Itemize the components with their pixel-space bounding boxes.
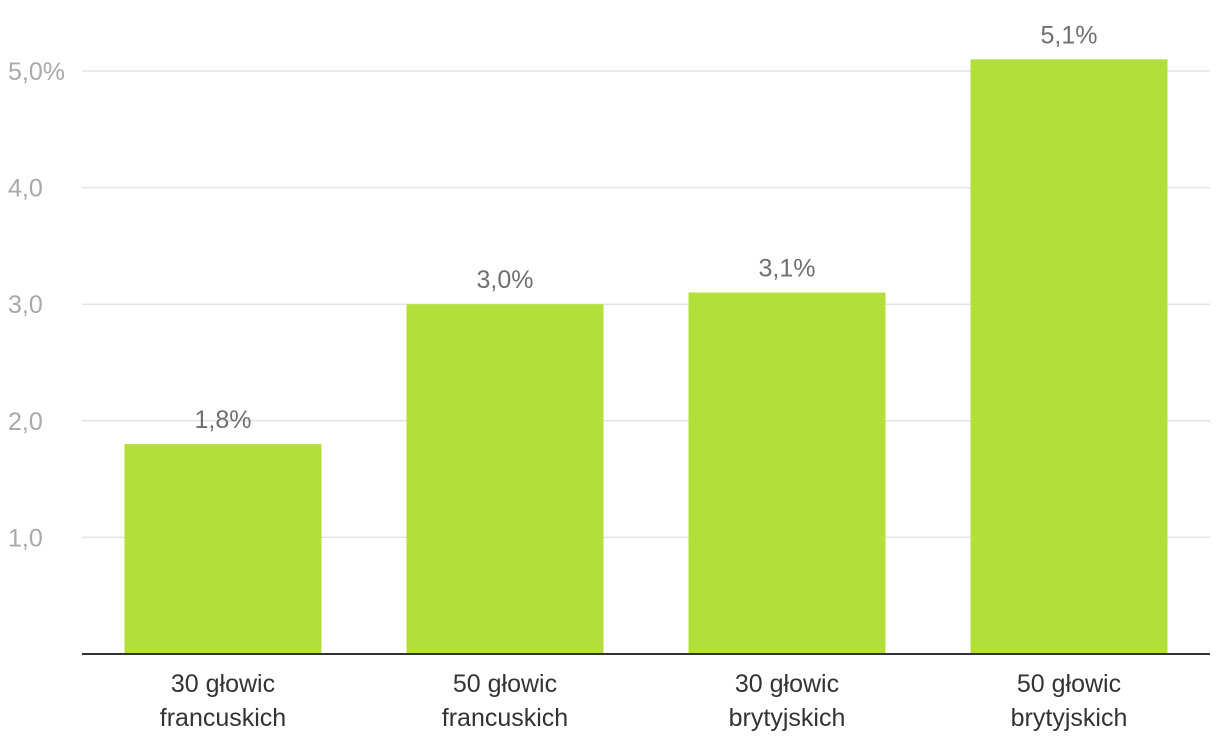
bar [124,444,322,654]
x-category-label: francuskich [160,704,286,732]
x-category-label: 30 głowic [735,670,839,698]
bars [124,59,1168,654]
x-category-label: 50 głowic [1017,670,1121,698]
x-axis-category-labels: 30 głowic francuskich 50 głowic francuskich… [160,670,1128,732]
bar-value-label: 1,8% [195,406,252,434]
y-tick-label: 5,0% [8,58,65,86]
y-tick-label: 2,0 [8,408,43,436]
y-tick-label: 4,0 [8,175,43,203]
x-category-label: brytyjskich [1011,704,1128,732]
value-labels: 1,8% 3,0% 3,1% 5,1% [195,21,1098,434]
bar-value-label: 3,0% [477,266,534,294]
bar [970,59,1168,654]
bar-value-label: 3,1% [759,255,816,283]
bar [406,304,604,654]
y-tick-label: 1,0 [8,524,43,552]
x-category-label: francuskich [442,704,568,732]
bar-value-label: 5,1% [1041,21,1098,49]
y-axis-tick-labels: 1,0 2,0 3,0 4,0 5,0% [8,58,65,552]
x-category-label: brytyjskich [729,704,846,732]
x-category-label: 50 głowic [453,670,557,698]
x-category-label: 30 głowic [171,670,275,698]
bar [688,292,886,654]
y-tick-label: 3,0 [8,291,43,319]
